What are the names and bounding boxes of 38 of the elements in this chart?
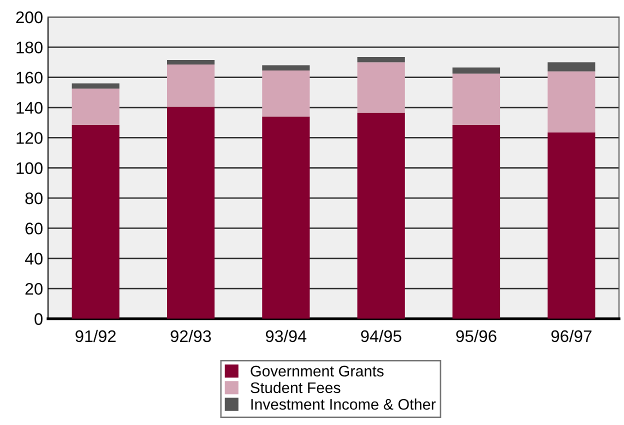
bar (357, 62, 405, 113)
bar (167, 60, 215, 65)
x-tick-label: 91/92 (76, 330, 116, 342)
y-tick-label: 40 (25, 252, 43, 265)
bar (357, 112, 405, 319)
y-tick-label: 60 (25, 222, 43, 234)
bar (72, 88, 120, 125)
bar (262, 65, 310, 71)
y-tick-label: 80 (25, 192, 43, 204)
bar (167, 106, 215, 319)
bar (548, 132, 596, 319)
y-tick-label: 100 (16, 162, 43, 174)
x-tick-label: 94/95 (361, 330, 402, 342)
y-tick-label: 200 (16, 11, 43, 24)
bar (72, 124, 120, 319)
y-tick-label: 140 (16, 102, 43, 114)
bar (167, 64, 215, 107)
bar (548, 62, 596, 72)
bar (452, 74, 500, 125)
x-tick-label: 96/97 (551, 330, 592, 342)
bar (452, 68, 500, 74)
y-tick-label: 120 (16, 132, 43, 144)
x-tick-label: 95/96 (456, 330, 496, 342)
legend-label: Government Grants (250, 366, 384, 377)
legend-label: Student Fees (250, 382, 340, 394)
y-tick-label: 20 (25, 282, 43, 295)
bar (452, 124, 500, 319)
y-tick-label: 180 (16, 42, 43, 54)
bar (262, 116, 310, 319)
x-tick-label: 93/94 (266, 330, 306, 342)
bar (548, 71, 596, 132)
y-tick-label: 160 (16, 72, 43, 84)
legend-label: Investment Income & Other (251, 398, 436, 410)
y-tick-label: 0 (34, 313, 43, 325)
bar (72, 83, 120, 89)
bar (357, 56, 405, 62)
bar (262, 70, 310, 117)
x-tick-label: 92/93 (170, 330, 211, 342)
